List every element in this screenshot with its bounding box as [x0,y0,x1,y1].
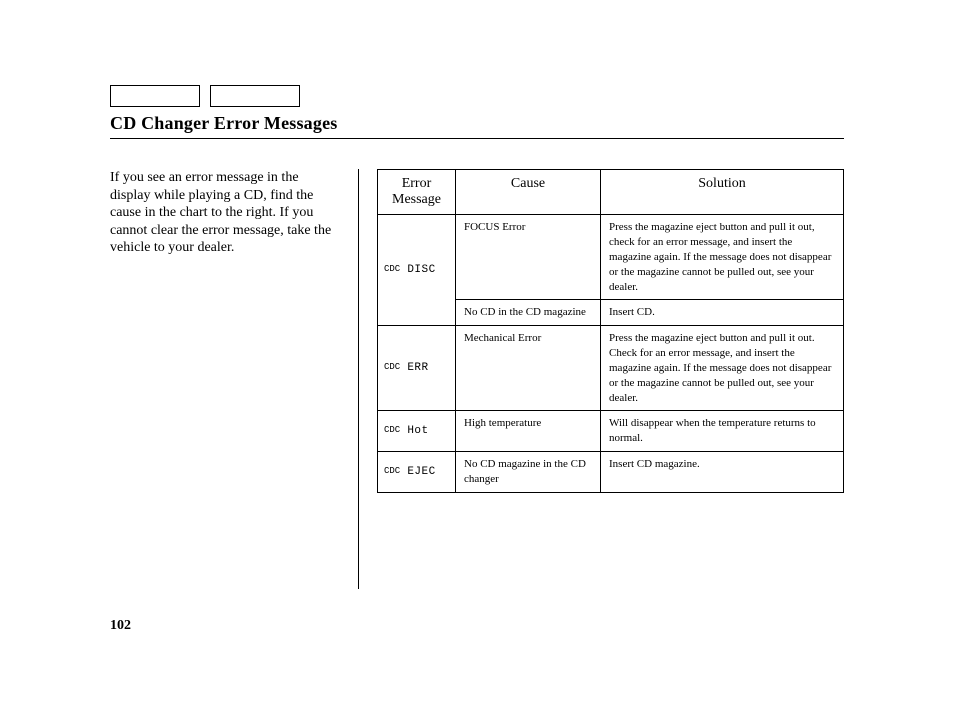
header-box-1 [110,85,200,107]
vertical-divider [358,169,359,589]
page-title: CD Changer Error Messages [110,113,844,139]
table-row: CDC ERR Mechanical Error Press the magaz… [378,326,844,411]
solution-cell: Press the magazine eject button and pull… [601,326,844,411]
error-table: Error Message Cause Solution CDC DISC FO… [377,169,844,493]
table-row: CDC EJEC No CD magazine in the CD change… [378,452,844,493]
page-number: 102 [110,618,131,634]
cause-cell: No CD magazine in the CD changer [456,452,601,493]
solution-cell: Insert CD magazine. [601,452,844,493]
error-table-wrap: Error Message Cause Solution CDC DISC FO… [377,169,844,589]
error-code: CDC Hot [378,411,456,452]
header-solution: Solution [601,170,844,215]
table-row: CDC Hot High temperature Will disappear … [378,411,844,452]
cause-cell: High temperature [456,411,601,452]
table-row: CDC DISC FOCUS Error Press the magazine … [378,215,844,300]
error-code: CDC ERR [378,326,456,411]
header-error: Error Message [378,170,456,215]
solution-cell: Will disappear when the temperature retu… [601,411,844,452]
header-box-2 [210,85,300,107]
cause-cell: No CD in the CD magazine [456,300,601,326]
error-code: CDC DISC [378,215,456,326]
header-cause: Cause [456,170,601,215]
solution-cell: Insert CD. [601,300,844,326]
cause-cell: FOCUS Error [456,215,601,300]
intro-text: If you see an error message in the displ… [110,169,340,589]
error-code: CDC EJEC [378,452,456,493]
cause-cell: Mechanical Error [456,326,601,411]
header-boxes [110,85,844,107]
solution-cell: Press the magazine eject button and pull… [601,215,844,300]
